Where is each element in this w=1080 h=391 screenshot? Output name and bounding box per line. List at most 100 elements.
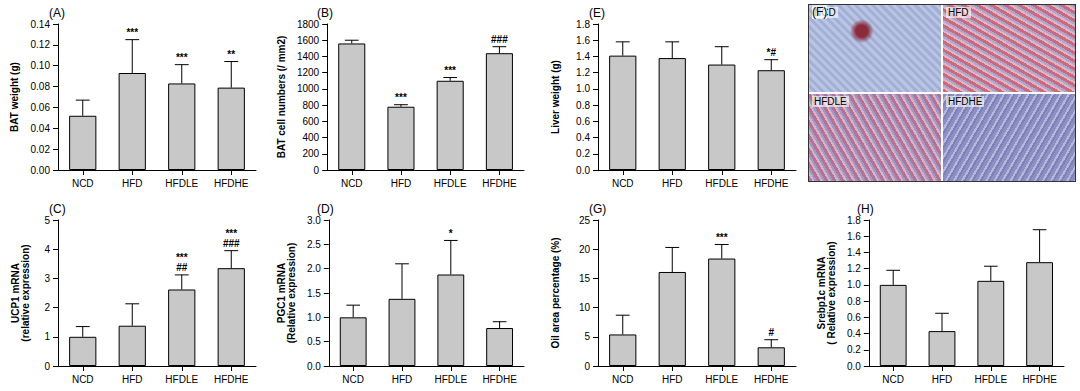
svg-text:20: 20 <box>579 244 591 255</box>
svg-text:HFD: HFD <box>932 374 953 385</box>
svg-text:1000: 1000 <box>297 83 320 94</box>
svg-text:HFDHE: HFDHE <box>214 178 249 189</box>
svg-text:15: 15 <box>579 273 591 284</box>
svg-text:1600: 1600 <box>297 35 320 46</box>
svg-text:HFDLE: HFDLE <box>705 178 738 189</box>
svg-text:0.8: 0.8 <box>576 100 590 111</box>
svg-text:0.00: 0.00 <box>31 165 51 176</box>
svg-text:HFDHE: HFDHE <box>754 374 789 385</box>
svg-text:1200: 1200 <box>297 67 320 78</box>
svg-text:0.5: 0.5 <box>307 336 321 347</box>
svg-text:(G): (G) <box>589 202 606 216</box>
svg-text:Liver weight (g): Liver weight (g) <box>550 60 561 134</box>
svg-text:1.2: 1.2 <box>847 263 861 274</box>
svg-text:0.2: 0.2 <box>576 148 590 159</box>
svg-text:3.0: 3.0 <box>307 215 321 226</box>
svg-text:1800: 1800 <box>297 19 320 30</box>
svg-text:*: * <box>449 228 453 239</box>
svg-text:( Relative expression): ( Relative expression) <box>826 241 837 344</box>
svg-text:1.0: 1.0 <box>847 279 861 290</box>
svg-text:HFDHE: HFDHE <box>482 178 517 189</box>
svg-text:(H): (H) <box>857 202 874 216</box>
svg-text:800: 800 <box>302 100 319 111</box>
svg-text:(D): (D) <box>317 202 334 216</box>
svg-text:(Relative expression): (Relative expression) <box>286 243 297 344</box>
svg-text:HFDHE: HFDHE <box>482 374 517 385</box>
svg-text:0.06: 0.06 <box>31 102 51 113</box>
svg-text:0.0: 0.0 <box>307 361 321 372</box>
svg-text:***: *** <box>126 27 138 38</box>
svg-text:HFD: HFD <box>122 374 143 385</box>
svg-text:0.4: 0.4 <box>847 328 861 339</box>
svg-text:1.4: 1.4 <box>847 247 861 258</box>
svg-text:HFDHE: HFDHE <box>754 178 789 189</box>
svg-text:HFD: HFD <box>391 178 412 189</box>
svg-text:HFDLE: HFDLE <box>165 374 198 385</box>
svg-text:0.6: 0.6 <box>576 116 590 127</box>
svg-text:0.0: 0.0 <box>576 165 590 176</box>
svg-text:400: 400 <box>302 132 319 143</box>
svg-text:(C): (C) <box>49 202 66 216</box>
svg-text:1.0: 1.0 <box>307 312 321 323</box>
svg-text:NCD: NCD <box>342 374 364 385</box>
svg-text:HFDLE: HFDLE <box>434 374 467 385</box>
svg-text:1.6: 1.6 <box>847 231 861 242</box>
svg-text:25: 25 <box>579 215 591 226</box>
svg-text:1.5: 1.5 <box>307 288 321 299</box>
svg-text:0.12: 0.12 <box>31 39 51 50</box>
svg-text:***: *** <box>716 232 728 243</box>
svg-text:***: *** <box>395 92 407 103</box>
svg-text:0: 0 <box>44 361 50 372</box>
svg-text:5: 5 <box>44 215 50 226</box>
svg-text:(E): (E) <box>589 6 605 20</box>
svg-text:10: 10 <box>579 302 591 313</box>
svg-text:***: *** <box>444 65 456 76</box>
svg-text:HFDLE: HFDLE <box>974 374 1007 385</box>
svg-text:0: 0 <box>584 361 590 372</box>
svg-text:NCD: NCD <box>612 178 634 189</box>
svg-text:5: 5 <box>584 331 590 342</box>
svg-text:2.0: 2.0 <box>307 263 321 274</box>
svg-text:**: ** <box>227 49 235 60</box>
svg-text:HFDLE: HFDLE <box>705 374 738 385</box>
svg-text:4: 4 <box>44 244 50 255</box>
svg-text:(A): (A) <box>49 6 65 20</box>
svg-text:NCD: NCD <box>612 374 634 385</box>
svg-text:NCD: NCD <box>882 374 904 385</box>
svg-text:BAT cell numbers (/ mm2): BAT cell numbers (/ mm2) <box>276 36 287 159</box>
svg-text:(B): (B) <box>317 6 333 20</box>
svg-text:0.04: 0.04 <box>31 123 51 134</box>
svg-text:0.0: 0.0 <box>847 361 861 372</box>
svg-text:0.10: 0.10 <box>31 60 51 71</box>
svg-text:HFD: HFD <box>662 374 683 385</box>
svg-text:2.5: 2.5 <box>307 239 321 250</box>
svg-text:***: *** <box>176 52 188 63</box>
svg-text:BAT weight (g): BAT weight (g) <box>9 62 20 132</box>
svg-text:HFDHE: HFDHE <box>1022 374 1057 385</box>
svg-text:##: ## <box>176 262 188 273</box>
svg-text:1.8: 1.8 <box>847 215 861 226</box>
svg-text:0.6: 0.6 <box>847 312 861 323</box>
svg-text:1: 1 <box>44 331 50 342</box>
svg-text:*#: *# <box>767 47 777 58</box>
svg-text:1.8: 1.8 <box>576 19 590 30</box>
svg-text:HFDLE: HFDLE <box>165 178 198 189</box>
svg-text:0.2: 0.2 <box>847 344 861 355</box>
svg-text:0.8: 0.8 <box>847 296 861 307</box>
svg-text:0.08: 0.08 <box>31 81 51 92</box>
svg-text:1.0: 1.0 <box>576 83 590 94</box>
svg-text:#: # <box>768 327 774 338</box>
svg-text:###: ### <box>223 238 240 249</box>
svg-text:1400: 1400 <box>297 51 320 62</box>
svg-text:0.4: 0.4 <box>576 132 590 143</box>
svg-text:0: 0 <box>314 165 320 176</box>
svg-text:600: 600 <box>302 116 319 127</box>
svg-text:NCD: NCD <box>341 178 363 189</box>
svg-text:###: ### <box>491 34 508 45</box>
svg-text:Oil area percentage (%): Oil area percentage (%) <box>550 237 561 348</box>
svg-text:0.02: 0.02 <box>31 144 51 155</box>
svg-text:HFDLE: HFDLE <box>434 178 467 189</box>
svg-text:1.6: 1.6 <box>576 35 590 46</box>
svg-text:2: 2 <box>44 302 50 313</box>
svg-text:HFD: HFD <box>122 178 143 189</box>
